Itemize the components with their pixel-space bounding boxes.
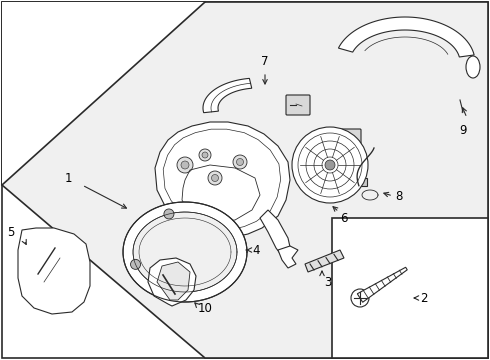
Text: 9: 9: [459, 124, 467, 137]
Polygon shape: [260, 210, 292, 260]
Text: 1: 1: [64, 171, 72, 185]
Circle shape: [351, 289, 369, 307]
Polygon shape: [305, 250, 344, 272]
Circle shape: [177, 157, 193, 173]
Text: 8: 8: [395, 189, 402, 202]
Polygon shape: [157, 262, 190, 300]
Text: 5: 5: [7, 225, 14, 239]
Text: 3: 3: [324, 276, 331, 289]
Text: 7: 7: [261, 55, 269, 68]
Circle shape: [199, 149, 211, 161]
FancyBboxPatch shape: [286, 95, 310, 115]
Polygon shape: [155, 122, 290, 238]
Ellipse shape: [466, 56, 480, 78]
Polygon shape: [133, 212, 237, 292]
Circle shape: [212, 175, 219, 181]
FancyBboxPatch shape: [341, 129, 361, 145]
Text: 10: 10: [198, 302, 213, 315]
Circle shape: [292, 127, 368, 203]
Polygon shape: [339, 17, 474, 57]
Polygon shape: [278, 246, 298, 268]
Bar: [332, 218, 488, 358]
Circle shape: [164, 209, 174, 219]
Text: 6: 6: [340, 212, 347, 225]
Polygon shape: [2, 2, 205, 185]
Polygon shape: [357, 267, 407, 302]
Text: 4: 4: [252, 243, 260, 257]
Circle shape: [181, 161, 189, 169]
Circle shape: [208, 171, 222, 185]
Text: 2: 2: [420, 292, 427, 305]
Circle shape: [130, 259, 141, 269]
Circle shape: [233, 155, 247, 169]
Polygon shape: [123, 202, 247, 302]
Polygon shape: [18, 228, 90, 314]
Circle shape: [325, 160, 335, 170]
Circle shape: [202, 152, 208, 158]
Circle shape: [237, 158, 244, 166]
Polygon shape: [203, 78, 252, 113]
FancyBboxPatch shape: [355, 178, 367, 186]
Polygon shape: [148, 258, 196, 306]
